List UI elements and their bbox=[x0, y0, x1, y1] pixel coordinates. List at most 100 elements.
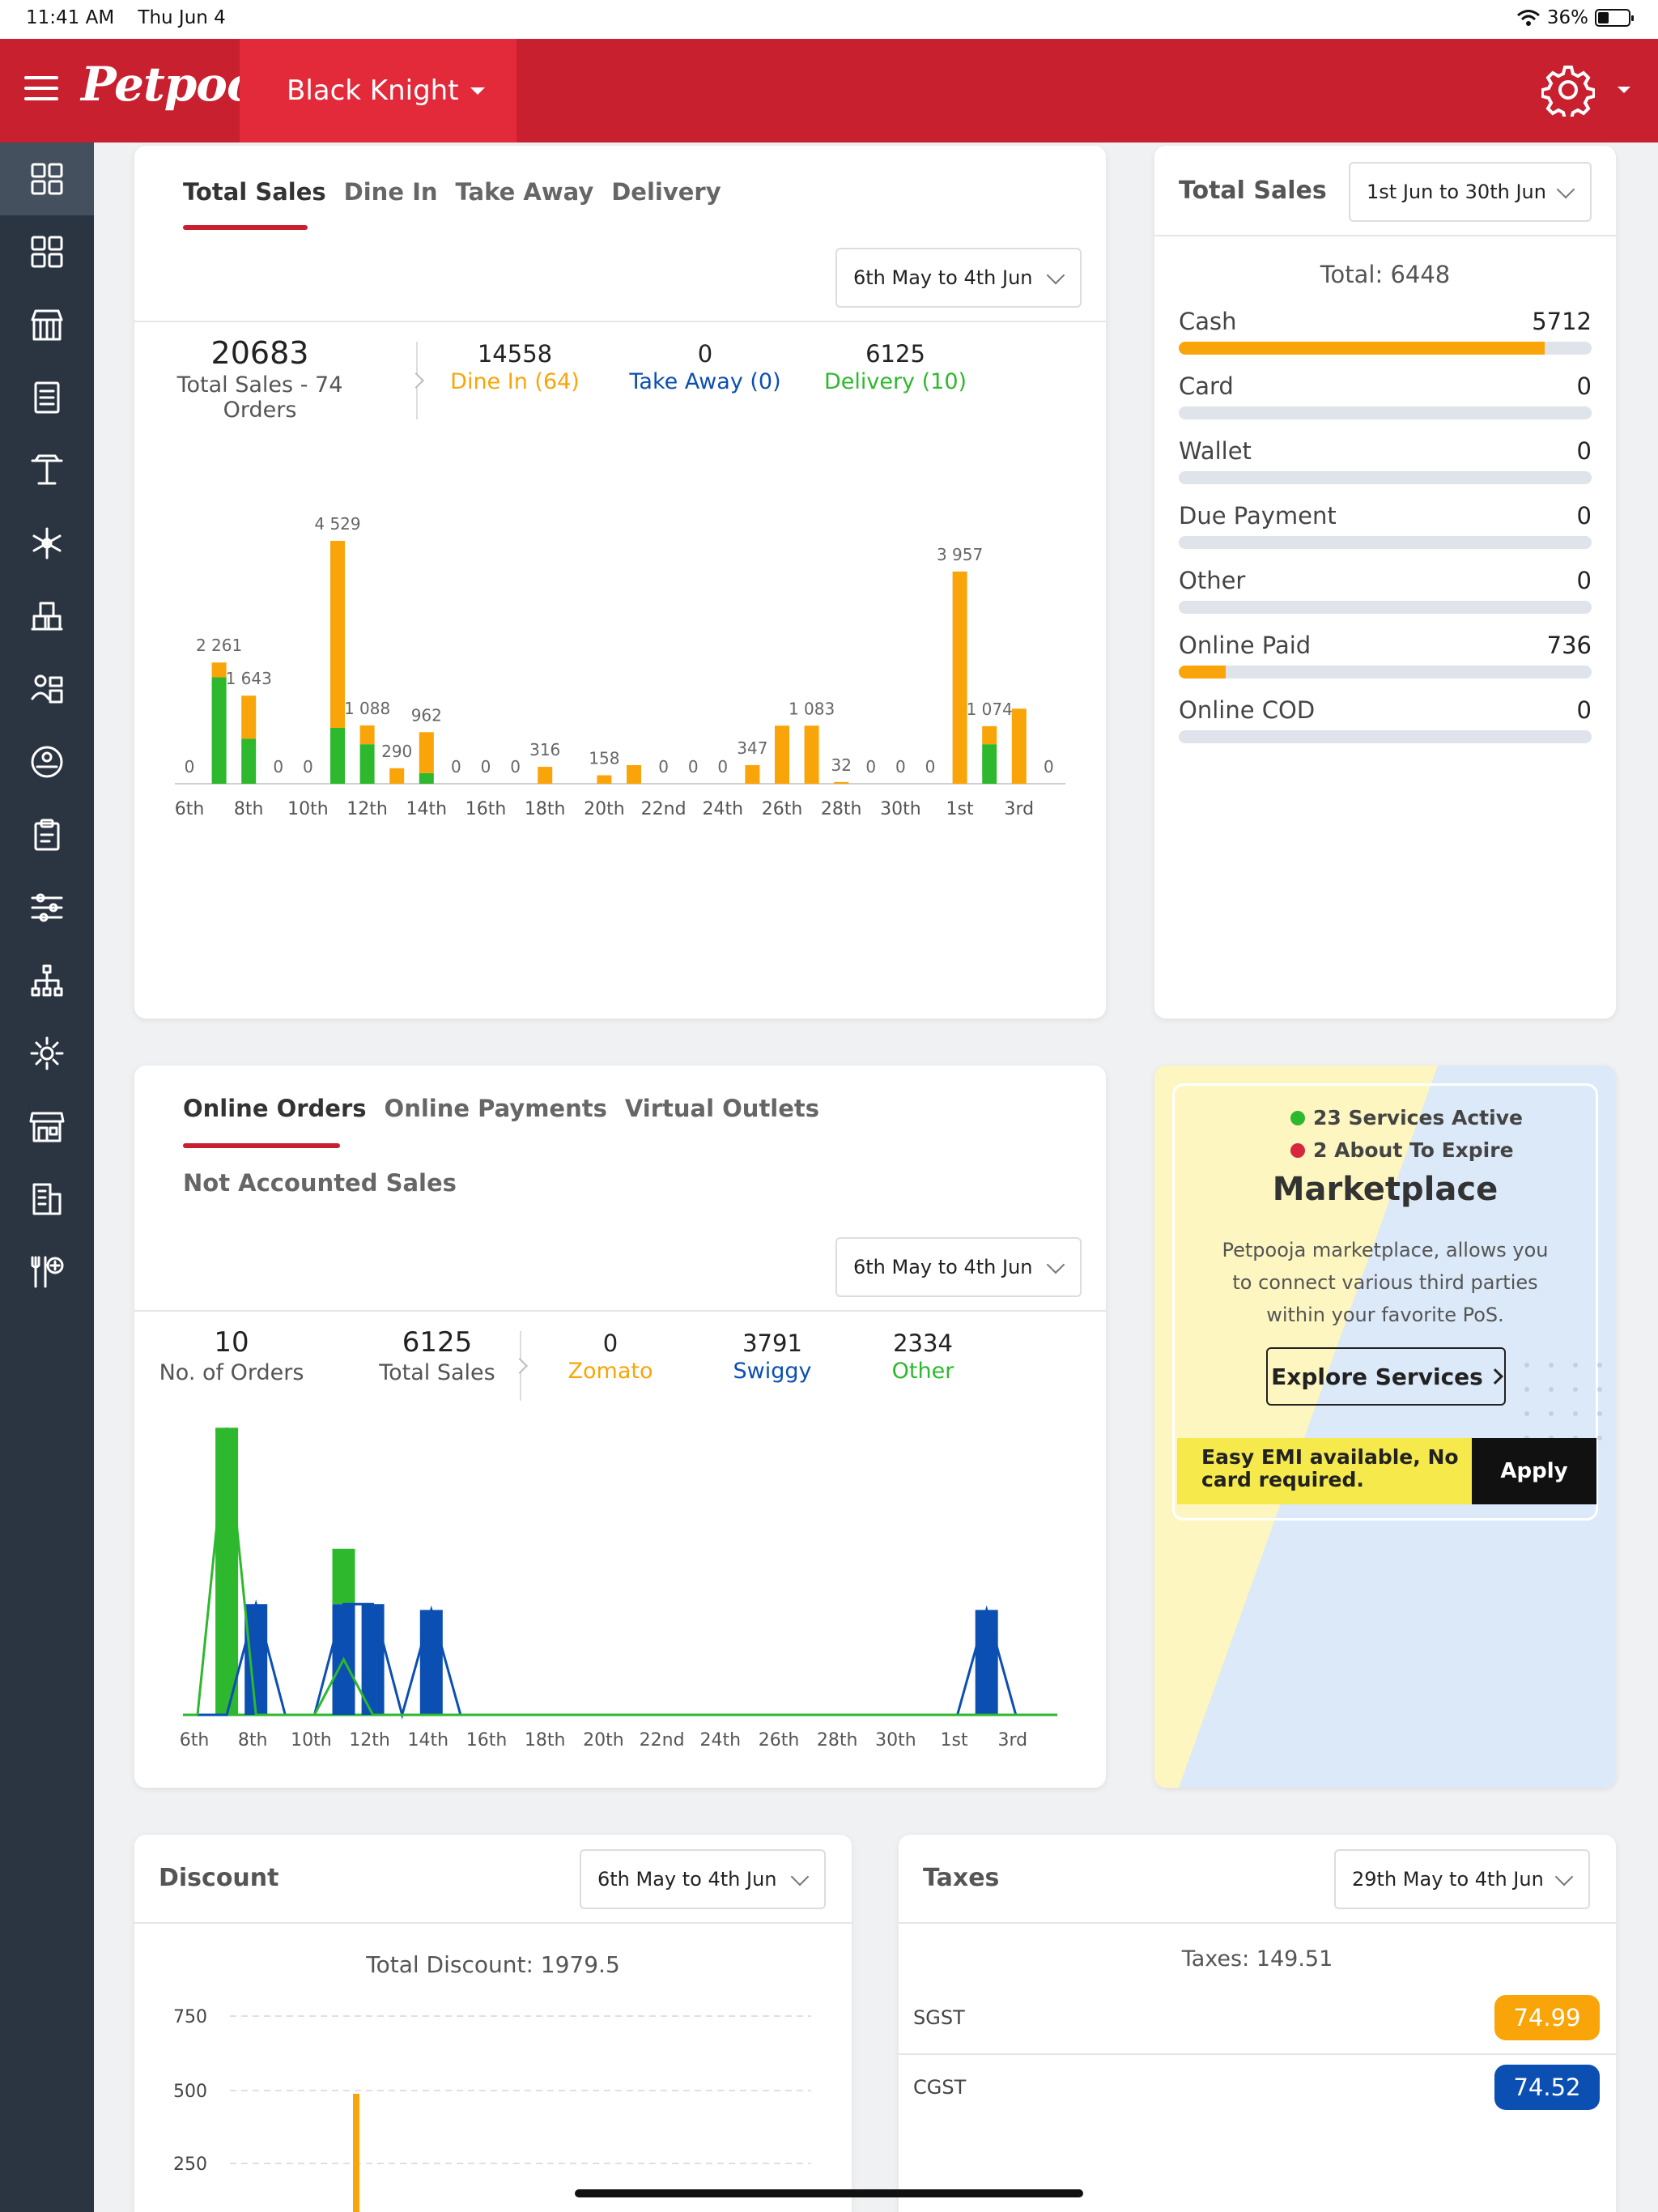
divider bbox=[134, 1922, 852, 1924]
sidebar-item-grid[interactable] bbox=[0, 215, 94, 288]
payment-progress-bar bbox=[1179, 666, 1592, 678]
x-tick-label: 30th bbox=[880, 799, 921, 819]
tab-not-accounted-sales[interactable]: Not Accounted Sales bbox=[183, 1169, 457, 1197]
bar-data-label: 0 bbox=[451, 757, 461, 776]
caret-down-icon bbox=[470, 87, 485, 95]
swiggy-stat[interactable]: 3791 Swiggy bbox=[701, 1329, 844, 1384]
bar-swiggy bbox=[419, 1610, 443, 1715]
x-tick-label: 24th bbox=[700, 1730, 742, 1750]
swiggy-trend-line bbox=[198, 1599, 1045, 1720]
status-time: 11:41 AM bbox=[26, 7, 115, 28]
sidebar-item-users[interactable] bbox=[0, 653, 94, 725]
bar-data-label: 1 074 bbox=[967, 700, 1013, 719]
x-tick-label: 22nd bbox=[640, 1730, 685, 1750]
online-date-dropdown[interactable]: 6th May to 4th Jun bbox=[835, 1237, 1082, 1297]
sidebar-item-sliders[interactable] bbox=[0, 871, 94, 944]
bar-data-label: 3 957 bbox=[937, 545, 983, 564]
bar-dine-in bbox=[627, 765, 641, 784]
sidebar-item-store[interactable] bbox=[0, 288, 94, 361]
tab-total-sales[interactable]: Total Sales bbox=[183, 178, 326, 206]
sidebar-item-shop[interactable] bbox=[0, 1090, 94, 1163]
table-icon bbox=[31, 454, 63, 485]
battery-percent: 36% bbox=[1546, 7, 1588, 28]
sidebar-item-hierarchy[interactable] bbox=[0, 944, 94, 1017]
zomato-stat[interactable]: 0 Zomato bbox=[539, 1329, 682, 1384]
payment-label: Due Payment bbox=[1179, 502, 1337, 530]
take-away-value: 0 bbox=[697, 340, 713, 368]
divider bbox=[899, 2053, 1616, 2055]
x-tick-label: 14th bbox=[408, 1730, 449, 1750]
battery-icon bbox=[1595, 9, 1634, 27]
x-tick-label: 12th bbox=[349, 1730, 390, 1750]
tab-online-orders[interactable]: Online Orders bbox=[183, 1095, 367, 1122]
bar-data-label: 0 bbox=[717, 757, 728, 776]
tab-delivery[interactable]: Delivery bbox=[611, 178, 721, 206]
x-tick-label: 10th bbox=[291, 1730, 332, 1750]
sidebar-item-building[interactable] bbox=[0, 1163, 94, 1236]
bar-dine-in bbox=[241, 696, 257, 739]
hamburger-menu-icon[interactable] bbox=[24, 76, 58, 104]
payments-date-dropdown[interactable]: 1st Jun to 30th Jun bbox=[1349, 162, 1592, 222]
bar-other bbox=[215, 1427, 239, 1715]
sidebar-item-settings[interactable] bbox=[0, 1017, 94, 1090]
bar-dine-in bbox=[982, 725, 997, 745]
sidebar-item-snowflake[interactable] bbox=[0, 507, 94, 580]
take-away-stat[interactable]: 0 Take Away (0) bbox=[612, 340, 798, 394]
delivery-stat[interactable]: 6125 Delivery (10) bbox=[814, 340, 976, 394]
orders-value: 10 bbox=[214, 1326, 249, 1359]
sidebar-item-table[interactable] bbox=[0, 434, 94, 507]
apply-button[interactable]: Apply bbox=[1472, 1438, 1596, 1504]
menu-add-icon bbox=[31, 1256, 64, 1288]
bar-data-label: 1 083 bbox=[789, 699, 835, 718]
payments-total: Total: 6448 bbox=[1320, 261, 1451, 288]
tab-dine-in[interactable]: Dine In bbox=[343, 178, 438, 206]
receipt-icon bbox=[34, 381, 60, 414]
tab-online-payments[interactable]: Online Payments bbox=[384, 1095, 607, 1122]
sales-date-dropdown[interactable]: 6th May to 4th Jun bbox=[835, 248, 1082, 308]
status-date: Thu Jun 4 bbox=[138, 7, 226, 28]
total-sales-card: Total Sales Dine In Take Away Delivery 6… bbox=[134, 146, 1106, 1019]
emi-banner-text: Easy EMI available, No card required. bbox=[1177, 1438, 1472, 1504]
sidebar-item-dashboard[interactable] bbox=[0, 143, 94, 215]
snowflake-icon bbox=[32, 527, 62, 559]
settings-gear-icon[interactable] bbox=[1541, 63, 1595, 117]
bar-delivery bbox=[419, 772, 434, 784]
delivery-value: 6125 bbox=[865, 340, 925, 368]
online-orders-chart: 6th 8th 10th 12th 14th 16th 18th 20th 22nd 24th 26… bbox=[180, 1427, 1057, 1750]
taxes-card: Taxes 29th May to 4th Jun Taxes: 149.51 … bbox=[899, 1835, 1616, 2212]
bar-dine-in bbox=[952, 571, 967, 784]
chevron-right-icon bbox=[1486, 1368, 1503, 1385]
bar-data-label: 2 261 bbox=[196, 636, 242, 655]
dine-in-stat[interactable]: 14558 Dine In (64) bbox=[434, 340, 596, 394]
online-sales-stat: 6125 Total Sales bbox=[348, 1326, 526, 1385]
discount-date-dropdown[interactable]: 6th May to 4th Jun bbox=[580, 1849, 826, 1909]
taxes-date-dropdown[interactable]: 29th May to 4th Jun bbox=[1334, 1849, 1590, 1909]
x-tick-label: 18th bbox=[525, 799, 566, 819]
sidebar-item-clipboard[interactable] bbox=[0, 798, 94, 871]
explore-services-button[interactable]: Explore Services bbox=[1266, 1347, 1506, 1406]
building-icon bbox=[32, 1183, 62, 1215]
bar-delivery bbox=[211, 677, 227, 784]
total-sales-stat: 20683 Total Sales - 74 Orders bbox=[142, 335, 377, 423]
x-tick-label: 1st bbox=[946, 799, 974, 819]
tab-virtual-outlets[interactable]: Virtual Outlets bbox=[624, 1095, 820, 1122]
swiggy-label: Swiggy bbox=[733, 1359, 812, 1384]
swiggy-value: 3791 bbox=[742, 1329, 802, 1357]
y-tick-label: 250 bbox=[173, 2155, 207, 2175]
tab-take-away[interactable]: Take Away bbox=[455, 178, 594, 206]
sidebar-item-receipt[interactable] bbox=[0, 361, 94, 434]
dots-decoration bbox=[1524, 1363, 1602, 1440]
total-sales-label: Total Sales - 74 Orders bbox=[176, 372, 343, 423]
x-tick-label: 22nd bbox=[641, 799, 687, 819]
sidebar-item-menu-add[interactable] bbox=[0, 1236, 94, 1308]
bar-dine-in bbox=[538, 767, 553, 784]
bar-dine-in bbox=[834, 781, 849, 784]
other-stat[interactable]: 2334 Other bbox=[852, 1329, 994, 1384]
store-icon bbox=[31, 309, 63, 341]
sidebar-item-bowl[interactable] bbox=[0, 725, 94, 798]
x-tick-label: 16th bbox=[466, 1730, 508, 1750]
sidebar-item-inventory[interactable] bbox=[0, 580, 94, 653]
payment-progress-bar bbox=[1179, 536, 1592, 549]
settings-caret-icon[interactable] bbox=[1618, 87, 1630, 93]
outlet-selector[interactable]: Black Knight bbox=[240, 39, 517, 143]
